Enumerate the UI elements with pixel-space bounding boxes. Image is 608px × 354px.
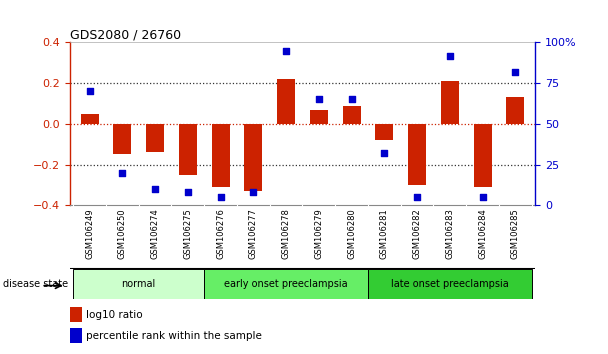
Text: GSM106284: GSM106284	[478, 209, 487, 259]
Text: GSM106277: GSM106277	[249, 209, 258, 259]
Text: GSM106278: GSM106278	[282, 209, 291, 259]
Text: disease state: disease state	[3, 279, 68, 289]
Bar	[474, 124, 492, 187]
Point	[478, 194, 488, 200]
Point	[511, 69, 520, 75]
Point	[85, 88, 94, 94]
Bar	[506, 97, 524, 124]
Text: GSM106275: GSM106275	[184, 209, 192, 259]
Point	[150, 186, 160, 192]
Bar	[70, 307, 81, 322]
Bar	[204, 269, 368, 299]
Bar	[70, 328, 81, 343]
Text: GSM106283: GSM106283	[446, 209, 454, 259]
Text: GSM106280: GSM106280	[347, 209, 356, 259]
Text: GSM106282: GSM106282	[413, 209, 421, 259]
Text: normal: normal	[122, 279, 156, 289]
Point	[282, 48, 291, 53]
Text: GSM106274: GSM106274	[151, 209, 159, 259]
Text: GDS2080 / 26760: GDS2080 / 26760	[70, 28, 181, 41]
Text: GSM106276: GSM106276	[216, 209, 225, 259]
Text: early onset preeclampsia: early onset preeclampsia	[224, 279, 348, 289]
Point	[379, 150, 389, 156]
Point	[412, 194, 422, 200]
Bar	[368, 269, 532, 299]
Bar	[244, 124, 263, 191]
Bar	[73, 269, 204, 299]
Text: GSM106250: GSM106250	[118, 209, 127, 259]
Bar	[81, 114, 98, 124]
Bar	[113, 124, 131, 154]
Bar	[212, 124, 230, 187]
Point	[347, 97, 356, 102]
Bar	[375, 124, 393, 140]
Bar	[342, 105, 361, 124]
Text: log10 ratio: log10 ratio	[86, 309, 143, 320]
Text: GSM106285: GSM106285	[511, 209, 520, 259]
Point	[249, 189, 258, 195]
Point	[216, 194, 226, 200]
Bar	[277, 79, 295, 124]
Bar	[179, 124, 197, 175]
Text: GSM106279: GSM106279	[314, 209, 323, 259]
Point	[314, 97, 323, 102]
Text: GSM106281: GSM106281	[380, 209, 389, 259]
Bar	[441, 81, 459, 124]
Text: percentile rank within the sample: percentile rank within the sample	[86, 331, 262, 341]
Point	[117, 170, 127, 176]
Text: late onset preeclampsia: late onset preeclampsia	[391, 279, 509, 289]
Text: GSM106249: GSM106249	[85, 209, 94, 259]
Point	[445, 53, 455, 58]
Point	[183, 189, 193, 195]
Bar	[408, 124, 426, 185]
Bar	[146, 124, 164, 152]
Bar	[310, 110, 328, 124]
